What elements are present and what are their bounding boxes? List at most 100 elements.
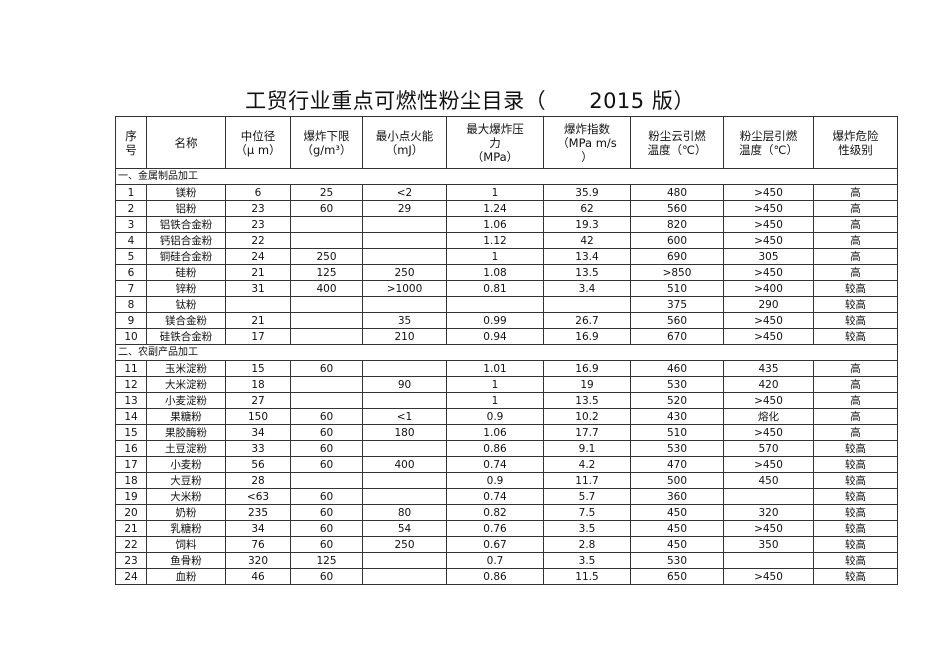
cell-explosion-index: 7.5 — [543, 504, 631, 521]
cell-name: 乳糖粉 — [146, 520, 226, 537]
table-row: 22 饲料 76 60 250 0.67 2.8 450 350 较高 — [115, 536, 898, 553]
cell-explosion-index: 11.7 — [543, 472, 631, 489]
cell-max-explosion-pressure: 1.12 — [446, 232, 544, 249]
cell-cloud-ignition-temp: 820 — [630, 216, 724, 233]
cell-lower-explosion-limit — [290, 232, 363, 249]
section-label: 二、农副产品加工 — [115, 344, 898, 361]
cell-layer-ignition-temp: 320 — [723, 504, 814, 521]
cell-layer-ignition-temp: >450 — [723, 232, 814, 249]
cell-name: 钛粉 — [146, 296, 226, 313]
cell-explosion-index: 3.5 — [543, 552, 631, 569]
cell-explosion-index — [543, 296, 631, 313]
cell-layer-ignition-temp: >450 — [723, 456, 814, 473]
cell-max-explosion-pressure: 1 — [446, 248, 544, 265]
header-index: 序 号 — [115, 116, 147, 169]
cell-cloud-ignition-temp: 600 — [630, 232, 724, 249]
cell-layer-ignition-temp: 熔化 — [723, 408, 814, 425]
cell-min-ignition-energy — [362, 552, 447, 569]
cell-explosion-index: 42 — [543, 232, 631, 249]
cell-cloud-ignition-temp: >850 — [630, 264, 724, 281]
cell-explosion-index: 13.5 — [543, 264, 631, 281]
table-row: 11 玉米淀粉 15 60 1.01 16.9 460 435 高 — [115, 360, 898, 377]
section-label: 一、金属制品加工 — [115, 168, 898, 185]
cell-min-ignition-energy — [362, 248, 447, 265]
cell-lower-explosion-limit: 125 — [290, 552, 363, 569]
combustible-dust-table: 序 号名称 中位径 （μ m） 爆炸下限 （g/m³） 最小点火能 （mJ） 最大爆炸压… — [115, 116, 898, 585]
cell-name: 硅铁合金粉 — [146, 328, 226, 345]
cell-explosion-risk-level: 较高 — [813, 312, 898, 329]
cell-cloud-ignition-temp: 460 — [630, 360, 724, 377]
cell-name: 锌粉 — [146, 280, 226, 297]
cell-max-explosion-pressure: 1 — [446, 376, 544, 393]
cell-explosion-risk-level: 高 — [813, 376, 898, 393]
cell-lower-explosion-limit: 250 — [290, 248, 363, 265]
cell-min-ignition-energy — [362, 392, 447, 409]
cell-explosion-index: 13.4 — [543, 248, 631, 265]
cell-lower-explosion-limit — [290, 392, 363, 409]
cell-index: 17 — [115, 456, 147, 473]
cell-min-ignition-energy: 210 — [362, 328, 447, 345]
cell-explosion-index: 5.7 — [543, 488, 631, 505]
cell-median-diameter: <63 — [225, 488, 291, 505]
header-lower-explosion-limit: 爆炸下限 （g/m³） — [290, 116, 363, 169]
cell-min-ignition-energy — [362, 360, 447, 377]
cell-explosion-risk-level: 高 — [813, 424, 898, 441]
cell-explosion-index: 16.9 — [543, 328, 631, 345]
cell-max-explosion-pressure: 1 — [446, 184, 544, 201]
cell-explosion-index: 17.7 — [543, 424, 631, 441]
cell-min-ignition-energy — [362, 440, 447, 457]
cell-name: 大米淀粉 — [146, 376, 226, 393]
cell-max-explosion-pressure: 0.86 — [446, 440, 544, 457]
cell-lower-explosion-limit: 60 — [290, 408, 363, 425]
cell-index: 3 — [115, 216, 147, 233]
cell-min-ignition-energy — [362, 472, 447, 489]
cell-name: 铝粉 — [146, 200, 226, 217]
cell-explosion-risk-level: 较高 — [813, 328, 898, 345]
cell-cloud-ignition-temp: 375 — [630, 296, 724, 313]
cell-median-diameter: 6 — [225, 184, 291, 201]
cell-lower-explosion-limit: 60 — [290, 536, 363, 553]
cell-layer-ignition-temp: 420 — [723, 376, 814, 393]
cell-name: 小麦粉 — [146, 456, 226, 473]
table-row: 3 铝铁合金粉 23 1.06 19.3 820 >450 高 — [115, 216, 898, 233]
table-row: 20 奶粉 235 60 80 0.82 7.5 450 320 较高 — [115, 504, 898, 521]
cell-lower-explosion-limit: 25 — [290, 184, 363, 201]
cell-explosion-risk-level: 较高 — [813, 520, 898, 537]
cell-max-explosion-pressure: 1 — [446, 392, 544, 409]
cell-explosion-risk-level: 高 — [813, 200, 898, 217]
cell-cloud-ignition-temp: 430 — [630, 408, 724, 425]
cell-layer-ignition-temp: >450 — [723, 568, 814, 585]
cell-explosion-risk-level: 高 — [813, 184, 898, 201]
cell-explosion-index: 3.5 — [543, 520, 631, 537]
cell-explosion-index: 2.8 — [543, 536, 631, 553]
header-min-ignition-energy: 最小点火能 （mJ） — [362, 116, 447, 169]
cell-layer-ignition-temp: >450 — [723, 264, 814, 281]
header-explosion-index: 爆炸指数 （MPa m/s ） — [543, 116, 631, 169]
cell-min-ignition-energy: 180 — [362, 424, 447, 441]
cell-max-explosion-pressure: 1.08 — [446, 264, 544, 281]
cell-min-ignition-energy — [362, 488, 447, 505]
cell-max-explosion-pressure: 0.86 — [446, 568, 544, 585]
cell-min-ignition-energy: 250 — [362, 264, 447, 281]
table-row: 23 鱼骨粉 320 125 0.7 3.5 530 较高 — [115, 552, 898, 569]
cell-min-ignition-energy — [362, 232, 447, 249]
table-row: 14 果糖粉 150 60 <1 0.9 10.2 430 熔化高 — [115, 408, 898, 425]
cell-cloud-ignition-temp: 510 — [630, 424, 724, 441]
cell-cloud-ignition-temp: 510 — [630, 280, 724, 297]
cell-explosion-risk-level: 较高 — [813, 552, 898, 569]
cell-lower-explosion-limit — [290, 296, 363, 313]
cell-cloud-ignition-temp: 450 — [630, 504, 724, 521]
table-row: 17 小麦粉 56 60 400 0.74 4.2 470 >450 较高 — [115, 456, 898, 473]
table-row: 5 铜硅合金粉 24 250 1 13.4 690 305 高 — [115, 248, 898, 265]
cell-lower-explosion-limit — [290, 216, 363, 233]
table-row: 7 锌粉 31 400 >1000 0.81 3.4 510 >400 较高 — [115, 280, 898, 297]
table-row: 18 大豆粉 28 0.9 11.7 500 450 较高 — [115, 472, 898, 489]
cell-min-ignition-energy: >1000 — [362, 280, 447, 297]
cell-layer-ignition-temp: >450 — [723, 520, 814, 537]
cell-index: 1 — [115, 184, 147, 201]
header-name: 名称 — [146, 116, 226, 169]
cell-median-diameter: 235 — [225, 504, 291, 521]
cell-layer-ignition-temp: 435 — [723, 360, 814, 377]
cell-cloud-ignition-temp: 450 — [630, 520, 724, 537]
table-row: 12 大米淀粉 18 90 1 19 530 420 高 — [115, 376, 898, 393]
